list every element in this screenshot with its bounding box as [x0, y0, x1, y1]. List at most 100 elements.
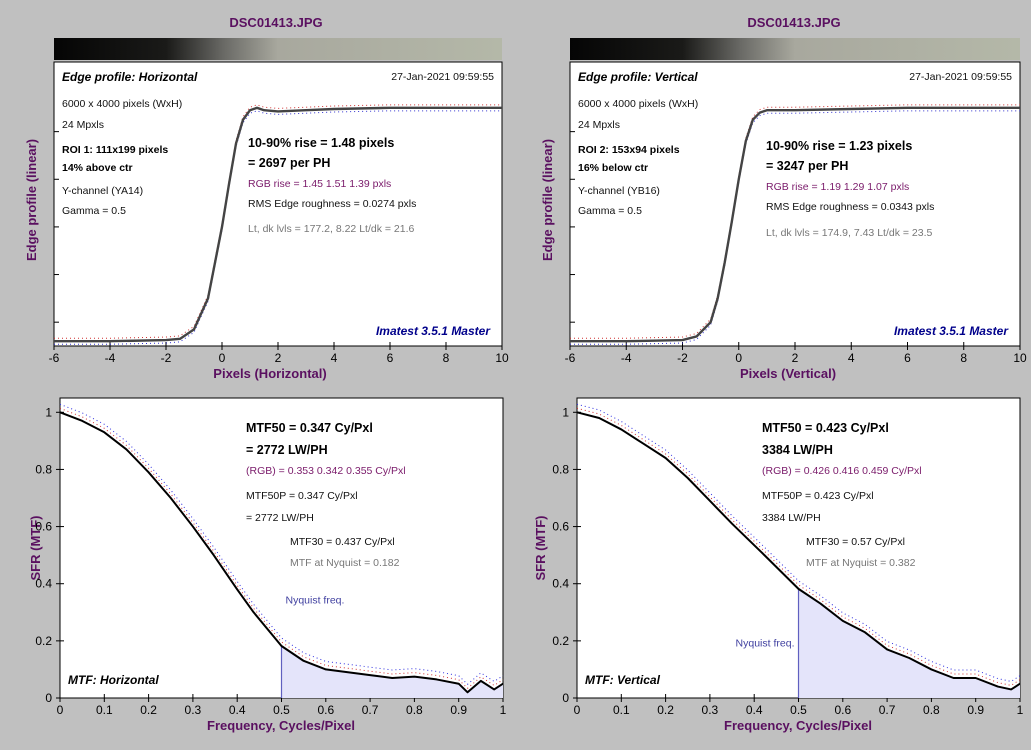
nyquist-label: Nyquist freq. [736, 638, 795, 650]
x-tick-label: 2 [275, 351, 282, 365]
y-tick-label: 1 [45, 405, 52, 419]
x-tick-label: 10 [1013, 351, 1027, 365]
x-tick-label: 0 [574, 703, 581, 717]
x-tick-label: 0.6 [834, 703, 851, 717]
channel-1: Y-channel (YA14) [62, 185, 143, 197]
x-tick-label: 0.2 [140, 703, 157, 717]
lwph-4: 3384 LW/PH [762, 443, 833, 457]
rise-1: 10-90% rise = 1.48 pixels [248, 136, 394, 150]
x-tick-label: 0.1 [96, 703, 113, 717]
roi-2: ROI 2: 153x94 pixels [578, 144, 680, 156]
series-line [54, 106, 502, 343]
image-size-1: 6000 x 4000 pixels (WxH) [62, 98, 182, 110]
y-tick-label: 0.8 [552, 462, 569, 476]
x-tick-label: 0.1 [613, 703, 630, 717]
timestamp-1: 27-Jan-2021 09:59:55 [391, 71, 494, 83]
y-tick-label: 0.4 [552, 577, 569, 591]
rise-2: 10-90% rise = 1.23 pixels [766, 139, 912, 153]
x-tick-label: -6 [49, 351, 60, 365]
x-tick-label: 4 [848, 351, 855, 365]
mtf30-3: MTF30 = 0.437 Cy/Pxl [290, 536, 395, 548]
levels-2: Lt, dk lvls = 174.9, 7.43 Lt/dk = 23.5 [766, 227, 933, 239]
nyquist-area [798, 588, 1020, 698]
x-tick-label: -4 [105, 351, 116, 365]
x-tick-label: 0 [219, 351, 226, 365]
rgb-4: (RGB) = 0.426 0.416 0.459 Cy/Pxl [762, 465, 922, 477]
series-line [59, 411, 504, 694]
roi-pos-1: 14% above ctr [62, 162, 133, 174]
plot-area-1 [53, 61, 503, 347]
blue-channel-curve [59, 403, 504, 685]
y-tick-label: 0.6 [35, 520, 52, 534]
plot-area-3 [59, 397, 504, 699]
rgb-rise-1: RGB rise = 1.45 1.51 1.39 pxls [248, 178, 391, 190]
x-tick-label: 0 [57, 703, 64, 717]
image-size-2: 6000 x 4000 pixels (WxH) [578, 98, 698, 110]
red-channel-curve [59, 407, 504, 689]
x-tick-label: -6 [565, 351, 576, 365]
brand-2: Imatest 3.5.1 Master [894, 324, 1009, 338]
y-tick-label: 1 [562, 405, 569, 419]
x-tick-label: 10 [495, 351, 509, 365]
x-tick-label: 0 [735, 351, 742, 365]
levels-1: Lt, dk lvls = 177.2, 8.22 Lt/dk = 21.6 [248, 223, 415, 235]
x-tick-label: 0.8 [406, 703, 423, 717]
x-tick-label: -2 [677, 351, 688, 365]
x-tick-label: 0.2 [657, 703, 674, 717]
y-tick-label: 0.2 [552, 634, 569, 648]
x-tick-label: 0.9 [450, 703, 467, 717]
x-tick-label: 0.3 [702, 703, 719, 717]
x-tick-label: 0.3 [185, 703, 202, 717]
x-tick-label: 1 [500, 703, 507, 717]
x-tick-label: 8 [443, 351, 450, 365]
roi-pos-2: 16% below ctr [578, 162, 648, 174]
x-tick-label: 0.9 [967, 703, 984, 717]
y-tick-label: 0.8 [35, 462, 52, 476]
xlabel-1: Pixels (Horizontal) [213, 366, 326, 381]
chart-1: -6 -4 -2 0 2 4 6 8 10 [49, 104, 509, 365]
mtf50p-lwph-4: 3384 LW/PH [762, 512, 821, 524]
x-tick-label: -2 [161, 351, 172, 365]
x-tick-label: 0.5 [790, 703, 807, 717]
x-tick-label: 0.5 [273, 703, 290, 717]
y-tick-label: 0.6 [552, 520, 569, 534]
mtf50p-lwph-3: = 2772 LW/PH [246, 512, 314, 524]
panel-title-3: MTF: Horizontal [68, 673, 159, 687]
timestamp-2: 27-Jan-2021 09:59:55 [909, 71, 1012, 83]
x-tick-label: 2 [792, 351, 799, 365]
panel-title-4: MTF: Vertical [585, 673, 661, 687]
x-tick-label: 0.4 [746, 703, 763, 717]
gradient-strip-2 [570, 38, 1020, 60]
mpxls-2: 24 Mpxls [578, 119, 620, 131]
x-tick-label: -4 [621, 351, 632, 365]
x-tick-label: 0.7 [879, 703, 896, 717]
x-tick-label: 0.7 [362, 703, 379, 717]
y-tick-label: 0.4 [35, 577, 52, 591]
series-line [576, 411, 1021, 691]
x-tick-label: 6 [904, 351, 911, 365]
per-ph-1: = 2697 per PH [248, 156, 330, 170]
file-title-1: DSC01413.JPG [229, 15, 322, 30]
roi-1: ROI 1: 111x199 pixels [62, 144, 168, 156]
ylabel-4: SFR (MTF) [533, 516, 548, 581]
gamma-2: Gamma = 0.5 [578, 205, 642, 217]
mtf50-4: MTF50 = 0.423 Cy/Pxl [762, 421, 889, 435]
gamma-1: Gamma = 0.5 [62, 205, 126, 217]
chart-2: -6 -4 -2 0 2 4 6 8 10 [565, 104, 1027, 365]
x-tick-label: 8 [960, 351, 967, 365]
xlabel-3: Frequency, Cycles/Pixel [207, 718, 355, 733]
mtf50p-3: MTF50P = 0.347 Cy/Pxl [246, 490, 358, 502]
mtf50-3: MTF50 = 0.347 Cy/Pxl [246, 421, 373, 435]
x-tick-label: 0.8 [923, 703, 940, 717]
mpxls-1: 24 Mpxls [62, 119, 104, 131]
chart-4: 0 0.1 0.2 0.3 0.4 0.5 0.6 0.7 0.8 0.9 1 0 0.2 0.4 0.6 0… [552, 403, 1024, 717]
ylabel-2: Edge profile (linear) [540, 139, 555, 261]
xlabel-2: Pixels (Vertical) [740, 366, 836, 381]
nyq-mtf-3: MTF at Nyquist = 0.182 [290, 557, 400, 569]
nyquist-area [281, 646, 503, 698]
rgb-rise-2: RGB rise = 1.19 1.29 1.07 pxls [766, 181, 909, 193]
rgb-3: (RGB) = 0.353 0.342 0.355 Cy/Pxl [246, 465, 406, 477]
panel-title-1: Edge profile: Horizontal [62, 70, 198, 84]
mtf50p-4: MTF50P = 0.423 Cy/Pxl [762, 490, 874, 502]
